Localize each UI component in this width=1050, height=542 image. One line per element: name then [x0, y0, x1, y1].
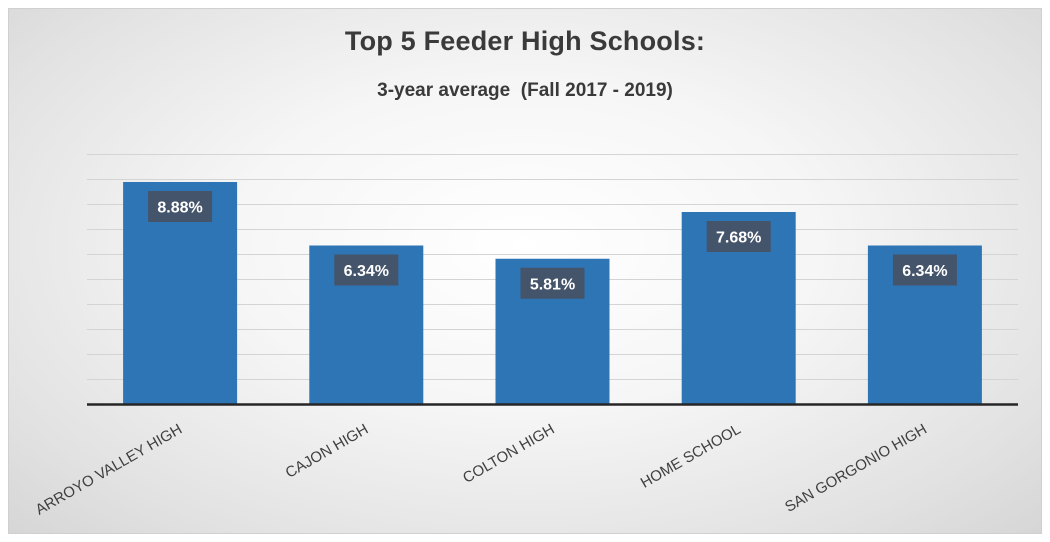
data-label-box — [520, 267, 585, 299]
data-label: 5.81% — [530, 276, 575, 293]
data-label: 8.88% — [157, 200, 202, 217]
data-label: 6.34% — [902, 263, 947, 280]
chart-subtitle: 3-year average (Fall 2017 - 2019) — [377, 80, 673, 101]
data-label-box — [334, 254, 399, 286]
x-tick-label: COLTON HIGH — [460, 421, 558, 487]
x-tick-label: SAN GORGONIO HIGH — [782, 421, 930, 516]
x-tick-label: HOME SCHOOL — [638, 421, 744, 492]
data-label-box — [706, 221, 771, 252]
data-label: 7.68% — [716, 230, 761, 247]
chart-title: Top 5 Feeder High Schools: — [344, 26, 706, 56]
data-label-box — [148, 191, 213, 222]
data-label-box — [892, 254, 957, 286]
data-label: 6.34% — [344, 263, 389, 280]
x-tick-label: CAJON HIGH — [283, 421, 372, 482]
x-tick-label: ARROYO VALLEY HIGH — [33, 421, 185, 519]
